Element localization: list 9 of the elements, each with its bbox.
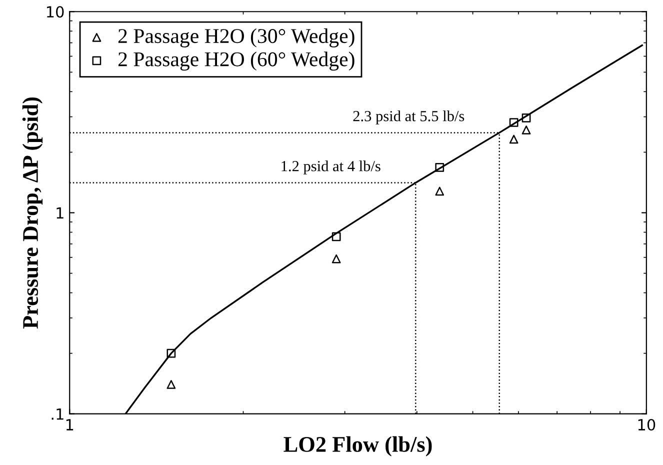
y-axis-title: Pressure Drop, ΔP (psid) [22, 97, 43, 329]
legend-label: 2 Passage H2O (60° Wedge) [118, 52, 354, 71]
y-tick-label: 10 [46, 6, 64, 18]
ref-line-label: 1.2 psid at 4 lb/s [282, 160, 380, 174]
y-tick-label: .1 [52, 408, 64, 420]
legend-label: 2 Passage H2O (30° Wedge) [118, 28, 354, 48]
x-axis-title: LO2 Flow (lb/s) [284, 436, 432, 456]
y-tick-label: 1 [56, 207, 64, 219]
ref-line-label: 2.3 psid at 5.5 lb/s [353, 110, 464, 124]
